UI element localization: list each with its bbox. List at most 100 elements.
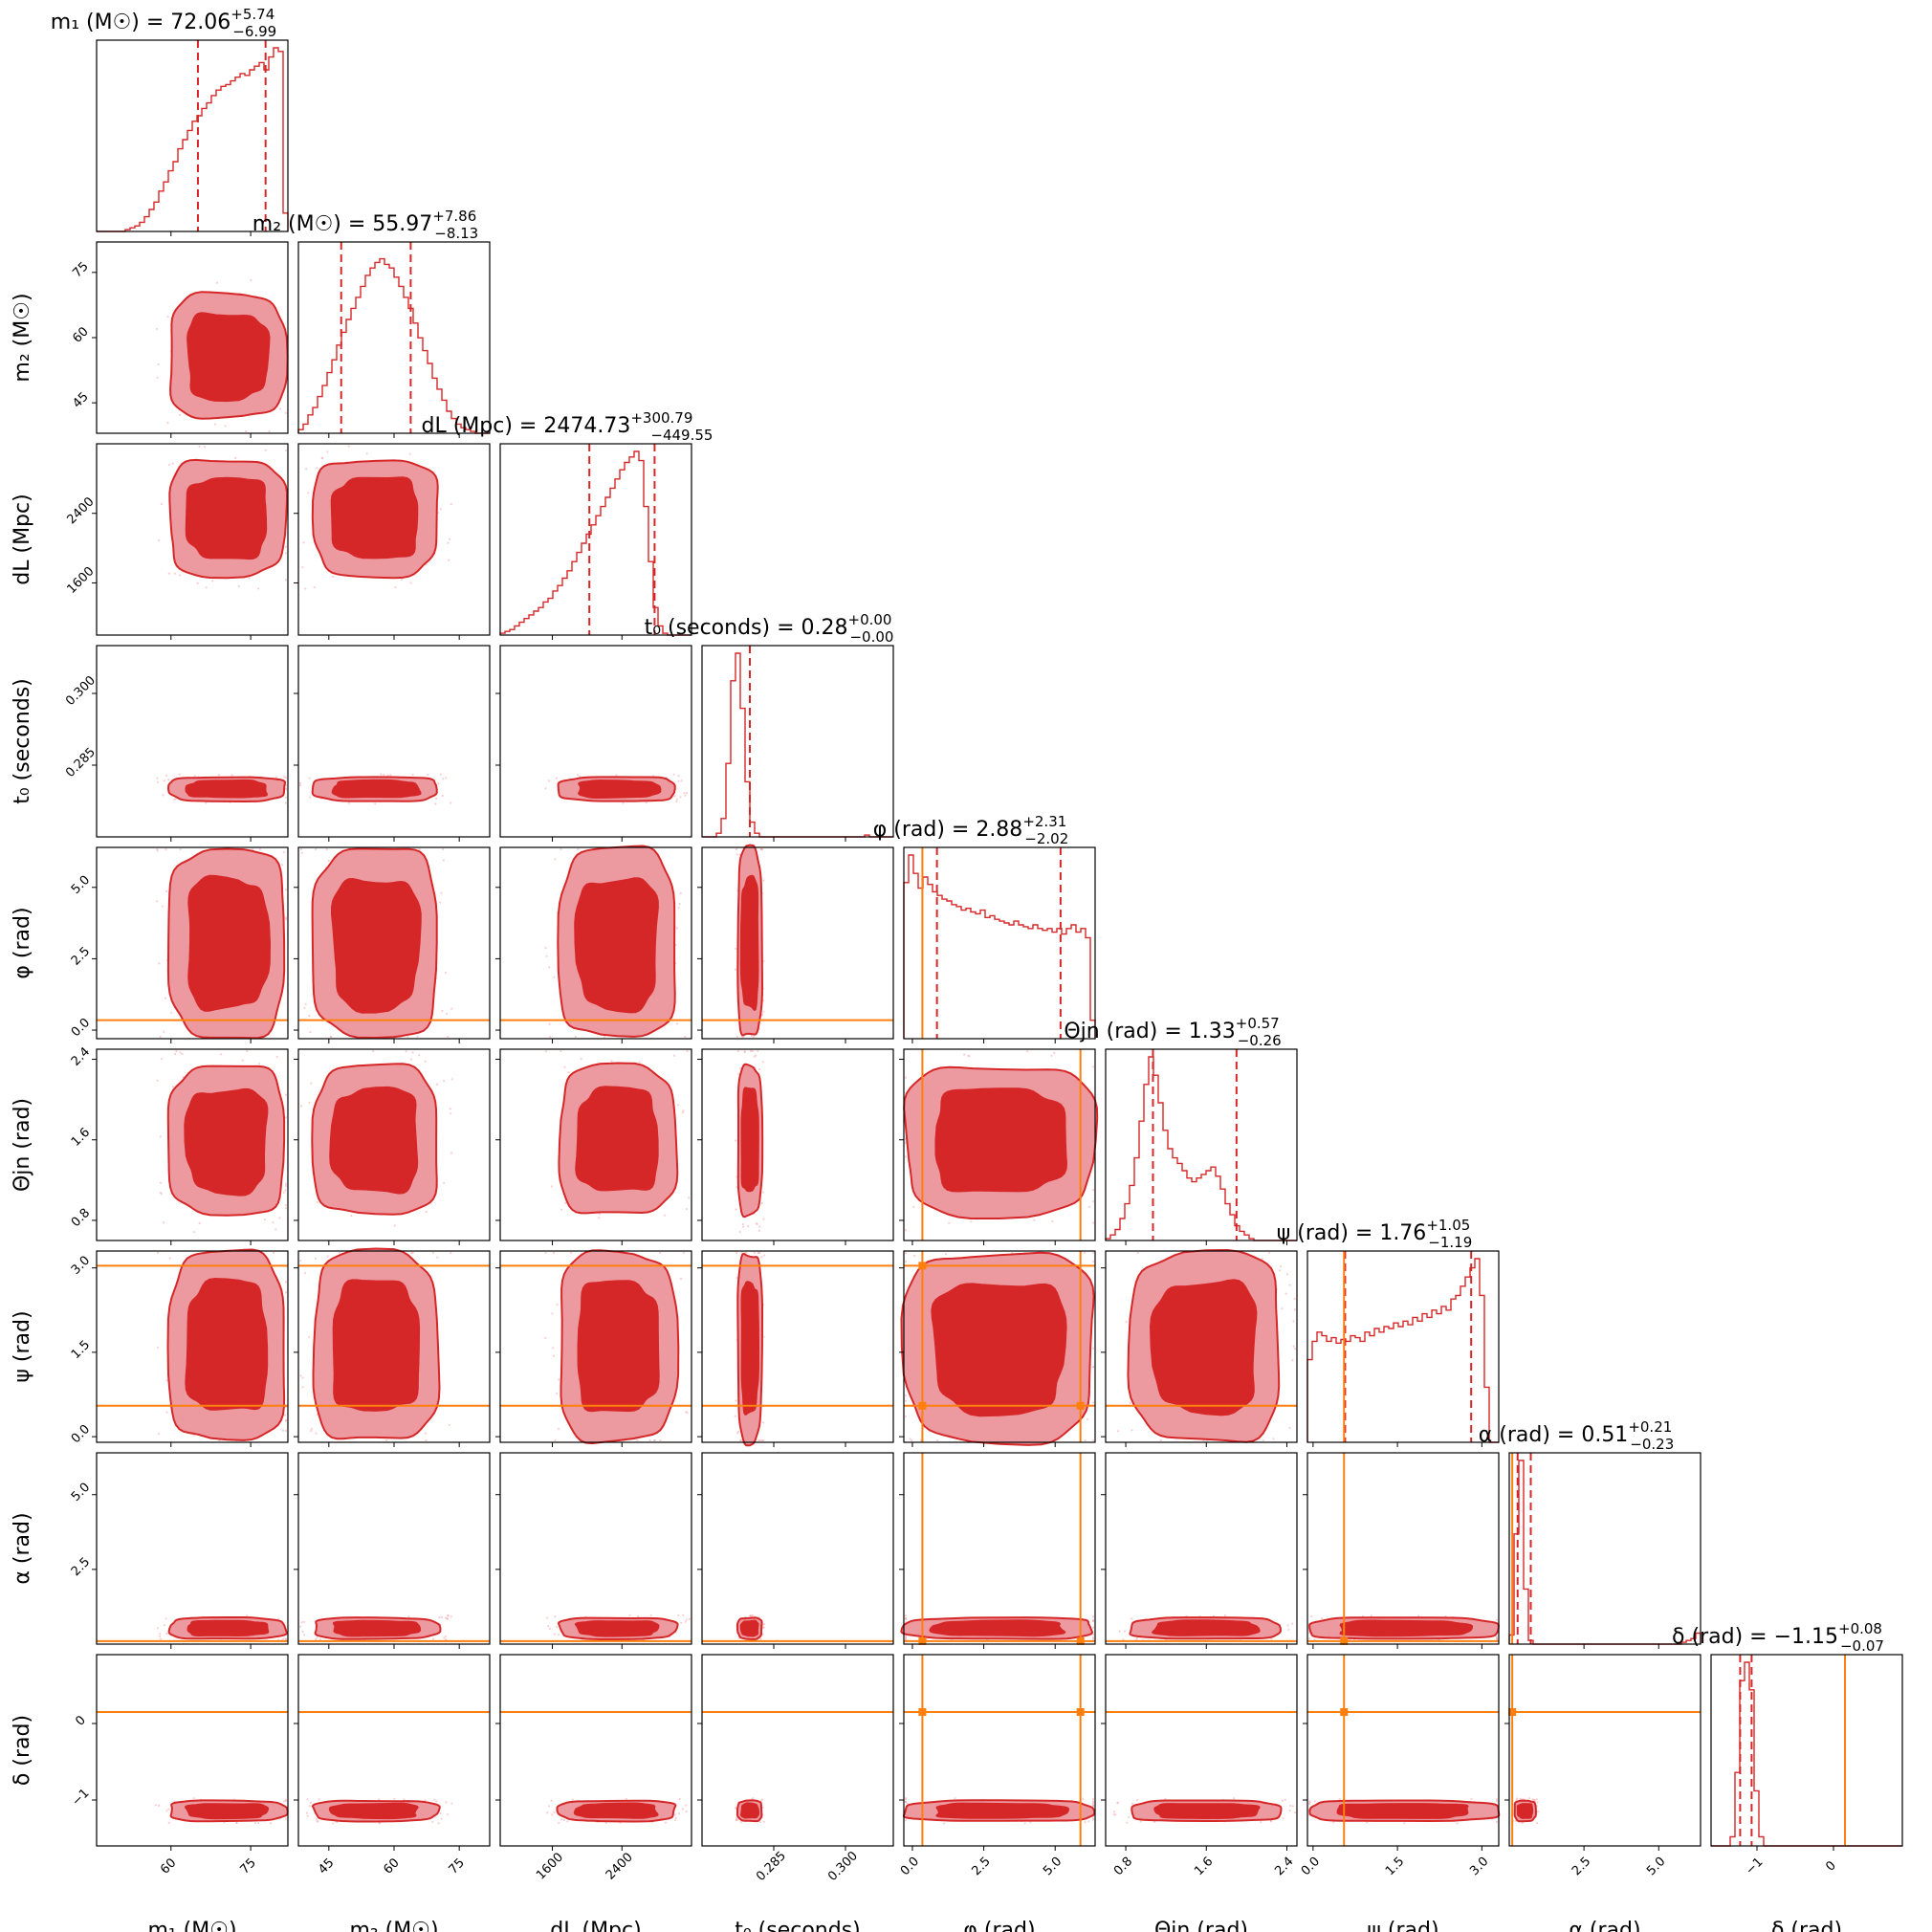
sample-point [450,1251,452,1255]
panel-frame-8-5 [1105,1654,1298,1847]
panel-frame-4-4 [903,846,1096,1040]
sample-point [1293,1348,1297,1350]
sample-point [1091,1347,1095,1350]
y-axis-label-3: t₀ (seconds) [11,678,34,804]
sample-point [546,1811,549,1814]
contour-inner [185,779,269,799]
sample-point [316,1200,318,1204]
sample-point [157,1346,160,1349]
sample-point [386,774,389,777]
sample-point [299,1105,303,1108]
sample-point [638,1061,641,1064]
sample-point [562,1819,565,1822]
sample-point [1291,1622,1294,1625]
sample-point [301,1630,304,1634]
y-tick-label: 1.5 [69,1338,93,1362]
sample-point [737,1072,740,1076]
sample-point [904,1251,908,1255]
sample-point [688,1617,692,1620]
sample-point [610,1060,613,1063]
panel-frame-6-5 [1105,1250,1298,1443]
sample-point [273,1251,275,1255]
sample-point [912,1205,915,1208]
sample-point [450,1007,453,1010]
sample-point [284,1184,288,1187]
sample-point [1091,1800,1095,1803]
sample-point [1087,1820,1090,1823]
sample-point [299,1374,302,1377]
sample-point [448,559,450,561]
sample-point [205,586,208,589]
sample-point [380,773,383,776]
sample-point [318,1798,320,1801]
sample-point [163,1624,165,1627]
sample-point [675,1022,679,1025]
sample-point [685,1208,689,1211]
sample-point [309,1031,312,1034]
sample-point [437,1822,440,1825]
sample-point [1535,1798,1538,1801]
panel-frame-2-2 [499,443,692,636]
sample-point [648,1438,651,1442]
sample-point [302,541,305,544]
contour-inner [330,476,419,560]
sample-point [403,1798,406,1801]
sample-point [759,1637,762,1640]
sample-point [672,1054,676,1057]
sample-point [303,1634,306,1636]
sample-point [675,798,679,801]
sample-point [156,1079,159,1082]
panel-frame-8-3 [701,1654,894,1847]
x-tick-label: 0.8 [1111,1855,1135,1878]
contour-8-2 [556,1799,677,1823]
sample-point [274,1228,277,1231]
sample-point [310,1427,314,1430]
sample-point [757,1049,759,1053]
x-tick-label: 1.6 [1192,1855,1216,1878]
sample-point [1088,1205,1091,1208]
sample-point [736,1432,739,1435]
sample-point [904,1155,908,1158]
sample-point [677,907,680,910]
sample-point [329,1035,333,1039]
sample-point [551,1813,554,1816]
sample-point [762,879,765,882]
panel-frame-6-3 [701,1250,894,1443]
sample-point [678,1812,681,1815]
y-axis-label-4: φ (rad) [11,907,34,978]
contour-7-5 [1129,1616,1282,1640]
sample-point [447,1813,450,1816]
y-axis-label-5: Θjn (rad) [11,1098,34,1192]
sample-point [424,1799,427,1802]
contour-5-3 [736,1063,764,1218]
histogram-0 [97,47,289,232]
sample-point [758,1251,761,1255]
sample-point [598,1213,601,1216]
x-tick-label: 1600 [534,1851,566,1883]
sample-point [1091,1401,1095,1404]
sample-point [443,1181,446,1184]
sample-point [563,1065,566,1068]
sample-point [284,1637,288,1640]
sample-point [284,777,288,779]
sample-point [325,847,328,851]
sample-point [418,847,421,851]
truth-marker-6-5 [1076,1401,1085,1410]
sample-point [686,792,689,795]
panel-title-0: m₁ (M☉) = 72.06+5.74 −6.99 [51,6,276,40]
sample-point [761,1806,765,1809]
contour-inner [935,1802,1070,1819]
contour-5-0 [166,1065,286,1217]
sample-point [173,572,176,575]
sample-point [1091,1634,1095,1636]
x-tick-label: 60 [381,1855,402,1877]
sample-point [411,1051,414,1054]
sample-point [1521,1821,1524,1825]
sample-point [269,1822,272,1825]
sample-point [305,1811,308,1814]
sample-point [735,853,739,856]
panel-frame-5-0 [96,1048,289,1241]
sample-point [1091,1636,1095,1639]
sample-point [675,927,679,930]
sample-point [167,1808,170,1811]
